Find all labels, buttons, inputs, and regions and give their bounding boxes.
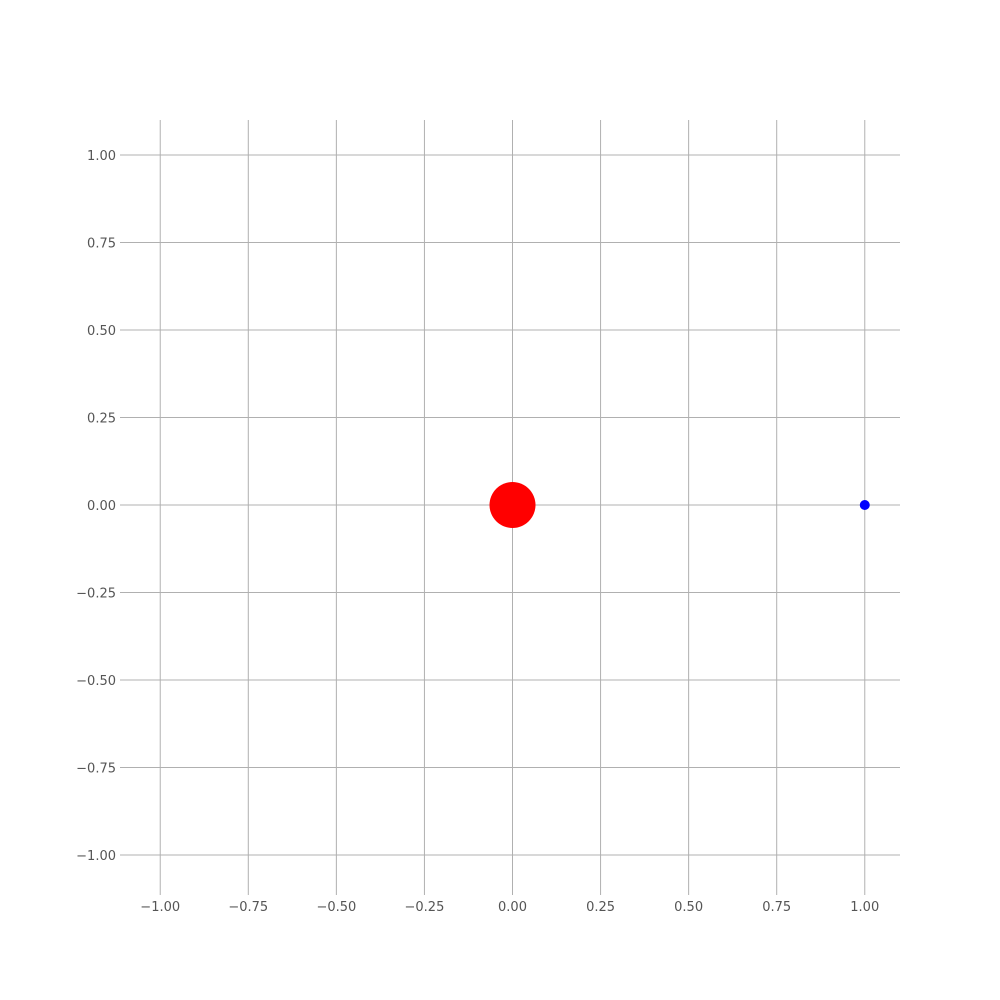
y-tick-label: −0.75	[76, 762, 116, 777]
x-tick-label: −0.75	[228, 900, 268, 915]
x-tick-label: 0.50	[674, 900, 703, 915]
y-tick-label: 1.00	[87, 149, 116, 164]
data-point	[489, 482, 536, 528]
x-tick-label: 0.75	[762, 900, 791, 915]
y-tick-label: 0.00	[87, 499, 116, 514]
x-tick-label: 0.00	[498, 900, 527, 915]
y-tick-label: −1.00	[76, 849, 116, 864]
x-tick-label: 0.25	[586, 900, 615, 915]
x-tick-label: −0.25	[405, 900, 445, 915]
x-axis: −1.00 −0.75 −0.50 −0.25 0.00 0.25 0.50 0.75 1.00	[140, 890, 879, 915]
y-tick-label: −0.25	[76, 587, 116, 602]
x-tick-label: −1.00	[140, 900, 180, 915]
data-point	[859, 500, 870, 510]
x-tick-label: 1.00	[850, 900, 879, 915]
x-tick-label: −0.50	[316, 900, 356, 915]
y-tick-label: 0.75	[87, 237, 116, 252]
data-points	[489, 482, 870, 528]
y-tick-label: −0.50	[76, 674, 116, 689]
y-axis: −1.00 −0.75 −0.50 −0.25 0.00 0.25 0.50 0.75 1.00	[76, 149, 125, 864]
y-tick-label: 0.25	[87, 412, 116, 427]
y-tick-label: 0.50	[87, 324, 116, 339]
